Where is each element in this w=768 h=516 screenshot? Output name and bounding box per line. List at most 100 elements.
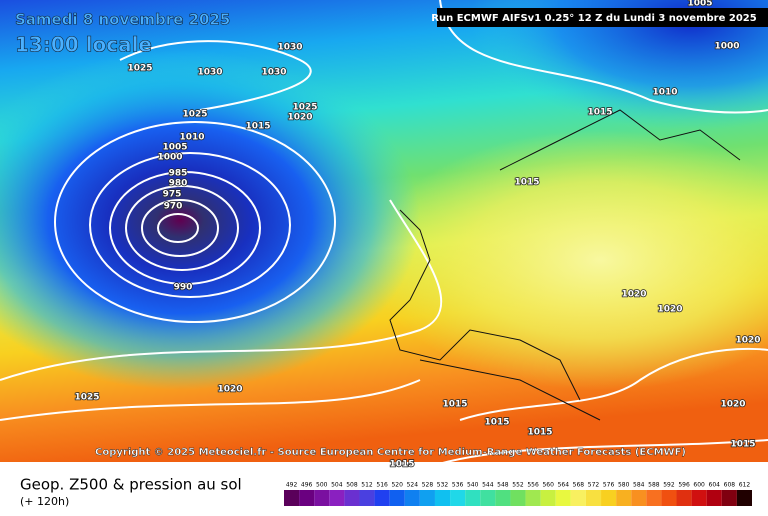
scale-swatch xyxy=(329,490,345,506)
scale-label: 548 xyxy=(497,482,509,489)
scale-swatch xyxy=(495,490,511,506)
scale-label: 584 xyxy=(633,482,645,489)
isobar-label: 1015 xyxy=(730,440,755,450)
local-time: 13:00 locale xyxy=(15,33,152,57)
scale-label: 560 xyxy=(542,482,554,489)
scale-label: 568 xyxy=(573,482,585,489)
isobar-label: 970 xyxy=(164,202,183,212)
scale-label: 496 xyxy=(301,482,313,489)
scale-swatch xyxy=(404,490,420,506)
scale-label: 540 xyxy=(467,482,479,489)
scale-swatch xyxy=(374,490,390,506)
scale-label: 600 xyxy=(693,482,705,489)
scale-label: 504 xyxy=(331,482,343,489)
scale-swatch xyxy=(646,490,662,506)
scale-label: 564 xyxy=(558,482,570,489)
scale-label: 536 xyxy=(452,482,464,489)
isobar-label: 1015 xyxy=(389,460,414,470)
scale-swatch xyxy=(540,490,556,506)
isobar-label: 1020 xyxy=(657,305,682,315)
scale-swatch xyxy=(616,490,632,506)
scale-label: 588 xyxy=(648,482,660,489)
field xyxy=(470,0,768,130)
scale-label: 556 xyxy=(527,482,539,489)
isobar-label: 1020 xyxy=(287,113,312,123)
scale-swatch xyxy=(691,490,707,506)
scale-swatch xyxy=(480,490,496,506)
scale-swatch xyxy=(706,490,722,506)
isobar-label: 1015 xyxy=(514,178,539,188)
isobar-label: 1020 xyxy=(720,400,745,410)
run-box xyxy=(437,8,768,27)
isobar-label: 1020 xyxy=(621,290,646,300)
isobar-label: 1025 xyxy=(127,64,152,74)
scale-swatch xyxy=(450,490,466,506)
isobar-label: 1005 xyxy=(687,0,712,9)
scale-swatch xyxy=(736,490,752,506)
scale-swatch xyxy=(299,490,315,506)
scale-label: 512 xyxy=(361,482,373,489)
isobar-label: 990 xyxy=(174,283,193,293)
isobar-label: 1030 xyxy=(197,68,222,78)
date: Samedi 8 novembre 2025 xyxy=(15,11,230,29)
scale-label: 580 xyxy=(618,482,630,489)
scale-label: 520 xyxy=(391,482,403,489)
scale-swatch xyxy=(465,490,481,506)
isobar-label: 1025 xyxy=(74,393,99,403)
lead-time: (+ 120h) xyxy=(20,495,69,508)
field xyxy=(370,130,768,390)
scale-label: 572 xyxy=(588,482,600,489)
isobar-label: 1030 xyxy=(261,68,286,78)
isobar-label: 1015 xyxy=(527,428,552,438)
scale-swatch xyxy=(525,490,541,506)
scale-swatch xyxy=(631,490,647,506)
scale-label: 508 xyxy=(346,482,358,489)
low xyxy=(0,50,420,390)
scale-label: 604 xyxy=(709,482,721,489)
scale-swatch xyxy=(721,490,737,506)
scale-label: 500 xyxy=(316,482,328,489)
isobar-label: 1020 xyxy=(735,336,760,346)
isobar-label: 985 xyxy=(169,169,188,179)
scale-label: 516 xyxy=(376,482,388,489)
isobar-label: 1015 xyxy=(484,418,509,428)
scale-swatch xyxy=(661,490,677,506)
isobar-label: 1010 xyxy=(179,133,204,143)
scale-swatch xyxy=(510,490,526,506)
isobar-label: 1000 xyxy=(157,153,182,163)
isobar-label: 1020 xyxy=(217,385,242,395)
isobar-label: 1015 xyxy=(442,400,467,410)
isobar-label: 1025 xyxy=(182,110,207,120)
scale-label: 596 xyxy=(678,482,690,489)
footer-title: Geop. Z500 & pression au sol xyxy=(20,476,242,494)
isobar-label: 1015 xyxy=(245,122,270,132)
scale-label: 592 xyxy=(663,482,675,489)
scale-label: 492 xyxy=(286,482,298,489)
isobar-label: 1025 xyxy=(292,103,317,113)
isobar-label: 980 xyxy=(169,179,188,189)
isobars xyxy=(0,0,768,470)
scale-swatch xyxy=(344,490,360,506)
isobar-label: 1015 xyxy=(587,108,612,118)
scale-swatch xyxy=(585,490,602,506)
scale-label: 608 xyxy=(724,482,736,489)
scale-label: 524 xyxy=(407,482,419,489)
scale-swatch xyxy=(555,490,571,506)
scale-swatch xyxy=(314,490,330,506)
isobar-label: 1000 xyxy=(714,42,739,52)
scale-swatch xyxy=(389,490,405,506)
isobar-label: 1010 xyxy=(652,88,677,98)
run-info: Run ECMWF AIFSv1 0.25° 12 Z du Lundi 3 n… xyxy=(431,13,756,24)
scale-label: 612 xyxy=(739,482,751,489)
scale-label: 576 xyxy=(603,482,615,489)
copyright: Copyright © 2025 Meteociel.fr - Source E… xyxy=(95,447,686,458)
scale-label: 544 xyxy=(482,482,494,489)
scale-swatch xyxy=(434,490,451,506)
scale-swatch xyxy=(601,490,617,506)
coastlines xyxy=(389,109,741,421)
scale-label: 528 xyxy=(422,482,434,489)
scale-swatch xyxy=(359,490,375,506)
scale-swatch xyxy=(570,490,586,506)
isobar-label: 1030 xyxy=(277,43,302,53)
